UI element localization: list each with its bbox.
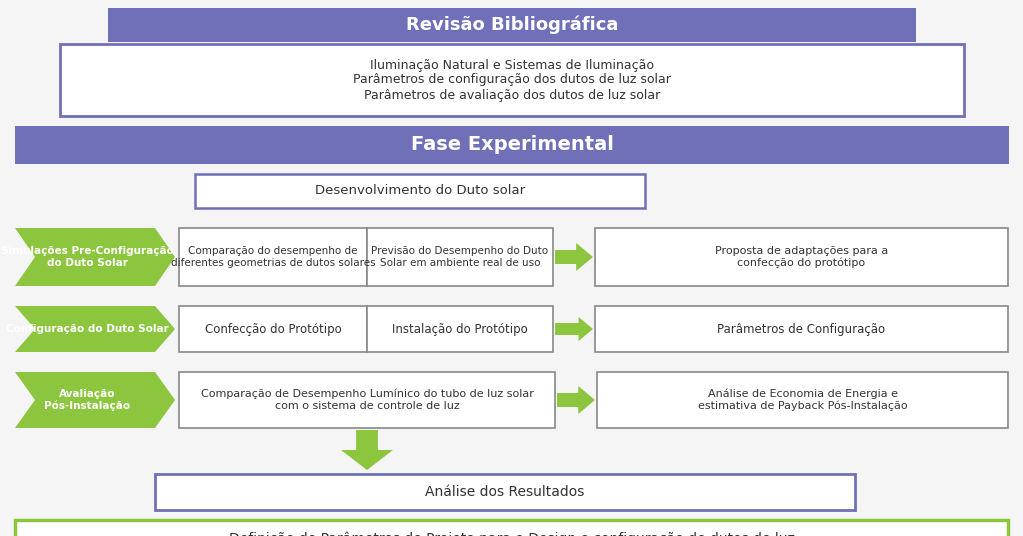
FancyBboxPatch shape: [108, 8, 916, 42]
Text: Instalação do Protótipo: Instalação do Protótipo: [392, 323, 528, 336]
FancyBboxPatch shape: [15, 126, 1009, 164]
Polygon shape: [15, 228, 175, 286]
FancyBboxPatch shape: [179, 306, 367, 352]
Polygon shape: [341, 430, 393, 470]
Polygon shape: [557, 386, 595, 414]
FancyBboxPatch shape: [155, 474, 855, 510]
FancyBboxPatch shape: [195, 174, 644, 208]
FancyBboxPatch shape: [595, 306, 1008, 352]
FancyBboxPatch shape: [179, 228, 367, 286]
Text: Avaliação
Pós-Instalação: Avaliação Pós-Instalação: [44, 389, 130, 411]
Text: Confecção do Protótipo: Confecção do Protótipo: [205, 323, 342, 336]
Text: Revisão Bibliográfica: Revisão Bibliográfica: [406, 16, 618, 34]
FancyBboxPatch shape: [179, 372, 555, 428]
Text: Análise dos Resultados: Análise dos Resultados: [426, 485, 585, 499]
Text: Iluminação Natural e Sistemas de Iluminação
Parâmetros de configuração dos dutos: Iluminação Natural e Sistemas de Ilumina…: [353, 58, 671, 101]
Text: Configuração do Duto Solar: Configuração do Duto Solar: [5, 324, 169, 334]
Text: Fase Experimental: Fase Experimental: [410, 136, 614, 154]
Text: Parâmetros de Configuração: Parâmetros de Configuração: [717, 323, 886, 336]
FancyBboxPatch shape: [367, 306, 553, 352]
Text: Desenvolvimento do Duto solar: Desenvolvimento do Duto solar: [315, 184, 525, 197]
Polygon shape: [555, 243, 593, 271]
Text: Análise de Economia de Energia e
estimativa de Payback Pós-Instalação: Análise de Economia de Energia e estimat…: [698, 389, 907, 411]
FancyBboxPatch shape: [15, 520, 1008, 536]
Text: Comparação do desempenho de
diferentes geometrias de dutos solares: Comparação do desempenho de diferentes g…: [171, 246, 375, 268]
FancyBboxPatch shape: [367, 228, 553, 286]
Text: Simulações Pre-Configuração
do Duto Solar: Simulações Pre-Configuração do Duto Sola…: [1, 246, 174, 268]
Text: Definição de Parâmetros de Projeto para o Design e configuração de dutos de luz: Definição de Parâmetros de Projeto para …: [228, 532, 795, 536]
Text: Proposta de adaptações para a
confecção do protótipo: Proposta de adaptações para a confecção …: [715, 246, 888, 268]
Text: Previsão do Desempenho do Duto
Solar em ambiente real de uso: Previsão do Desempenho do Duto Solar em …: [371, 246, 548, 268]
Text: Comparação de Desempenho Lumínico do tubo de luz solar
com o sistema de controle: Comparação de Desempenho Lumínico do tub…: [201, 389, 533, 411]
FancyBboxPatch shape: [595, 228, 1008, 286]
Polygon shape: [555, 317, 593, 341]
FancyBboxPatch shape: [597, 372, 1008, 428]
Polygon shape: [15, 306, 175, 352]
Polygon shape: [15, 372, 175, 428]
FancyBboxPatch shape: [60, 44, 964, 116]
